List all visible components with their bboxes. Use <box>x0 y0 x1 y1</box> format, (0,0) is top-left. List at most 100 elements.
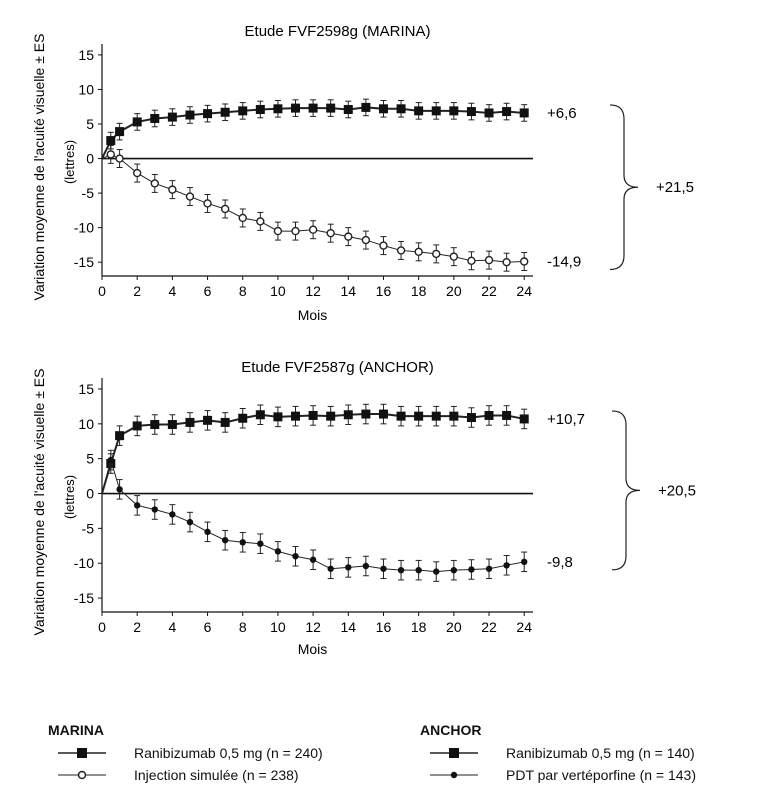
brace-icon <box>611 410 641 571</box>
data-point <box>433 568 440 575</box>
data-point <box>167 420 177 430</box>
y-tick-label: -10 <box>74 220 94 236</box>
y-tick-label: -5 <box>82 185 95 201</box>
x-tick-label: 10 <box>270 619 286 635</box>
data-point <box>308 225 318 234</box>
legend-label: PDT par vertéporfine (n = 143) <box>506 767 697 783</box>
data-point <box>466 107 476 117</box>
y-tick-label: -5 <box>82 520 95 536</box>
data-point <box>502 257 511 267</box>
data-point <box>396 246 406 255</box>
y-tick-label: 0 <box>86 486 94 502</box>
series-line <box>101 153 525 263</box>
x-tick-label: 2 <box>133 283 141 299</box>
data-point <box>106 150 115 159</box>
data-point <box>150 113 160 123</box>
y-tick-label: 15 <box>78 47 94 63</box>
data-point <box>238 413 248 423</box>
filled-square-marker-icon <box>58 748 106 758</box>
x-tick-label: 12 <box>305 619 321 635</box>
data-point <box>107 456 114 464</box>
series-1 <box>101 449 528 582</box>
series-1 <box>101 144 529 272</box>
data-point <box>132 117 142 127</box>
data-point <box>169 511 176 518</box>
data-point <box>362 562 370 570</box>
data-point <box>449 106 459 116</box>
data-point <box>116 486 123 493</box>
legend-item: Ranibizumab 0,5 mg (n = 140) <box>420 742 696 764</box>
x-tick-label: 8 <box>239 283 247 299</box>
x-tick-label: 18 <box>411 619 427 635</box>
y-tick-label: 0 <box>86 151 94 167</box>
x-tick-label: 16 <box>376 619 392 635</box>
data-point <box>115 154 124 163</box>
x-axis-label: Mois <box>298 307 328 323</box>
end-value-label: +10,7 <box>547 411 585 428</box>
data-point <box>361 409 371 419</box>
x-tick-label: 24 <box>516 283 532 299</box>
x-tick-label: 22 <box>481 283 497 299</box>
data-point <box>484 255 494 265</box>
y-axis-label: Variation moyenne de l'acuité visuelle ±… <box>31 369 47 636</box>
data-point <box>361 235 371 245</box>
y-tick-label: 10 <box>78 416 94 432</box>
series-line <box>101 413 525 494</box>
x-tick-label: 10 <box>270 283 286 299</box>
x-tick-label: 14 <box>340 283 356 299</box>
data-point <box>326 411 336 421</box>
data-point <box>308 410 318 420</box>
data-point <box>274 548 282 555</box>
data-point <box>502 107 512 117</box>
data-point <box>273 104 283 114</box>
data-point <box>415 566 422 574</box>
data-point <box>397 566 405 574</box>
data-point <box>449 252 459 261</box>
difference-label: +21,5 <box>656 179 694 196</box>
data-point <box>432 249 441 259</box>
series-0 <box>101 403 529 494</box>
data-point <box>238 213 247 223</box>
x-tick-label: 20 <box>446 619 462 635</box>
legend-item: Ranibizumab 0,5 mg (n = 240) <box>48 742 323 764</box>
x-tick-label: 6 <box>204 283 212 299</box>
legend-label: Ranibizumab 0,5 mg (n = 240) <box>134 745 323 761</box>
data-point <box>343 104 353 114</box>
data-point <box>204 528 211 536</box>
data-point <box>203 199 212 208</box>
data-point <box>220 107 230 117</box>
data-point <box>502 410 512 420</box>
data-point <box>343 410 353 420</box>
open-circle-marker-icon <box>58 770 106 780</box>
data-point <box>115 431 125 441</box>
x-tick-label: 6 <box>204 619 212 635</box>
data-point <box>167 112 177 122</box>
data-point <box>414 247 423 257</box>
x-tick-label: 4 <box>168 619 176 635</box>
data-point <box>396 411 406 421</box>
data-point <box>221 537 229 544</box>
legend-title: ANCHOR <box>420 722 482 738</box>
y-tick-label: 15 <box>78 381 94 397</box>
data-point <box>185 110 195 120</box>
data-point <box>186 518 194 526</box>
data-point <box>449 411 459 421</box>
data-point <box>345 564 352 571</box>
data-point <box>484 410 494 420</box>
data-point <box>185 192 195 201</box>
legend-marina: MARINA Ranibizumab 0,5 mg (n = 240) Inje… <box>48 722 323 786</box>
data-point <box>203 415 213 425</box>
data-point <box>291 226 300 236</box>
data-point <box>520 257 529 266</box>
legend-item: PDT par vertéporfine (n = 143) <box>420 764 696 786</box>
x-axis-label: Mois <box>298 641 328 657</box>
data-point <box>468 566 475 573</box>
data-point <box>327 565 334 572</box>
data-point <box>378 104 388 114</box>
legend-label: Injection simulée (n = 238) <box>134 767 299 783</box>
data-point <box>308 103 318 113</box>
x-tick-label: 14 <box>340 619 356 635</box>
x-tick-label: 22 <box>481 619 497 635</box>
